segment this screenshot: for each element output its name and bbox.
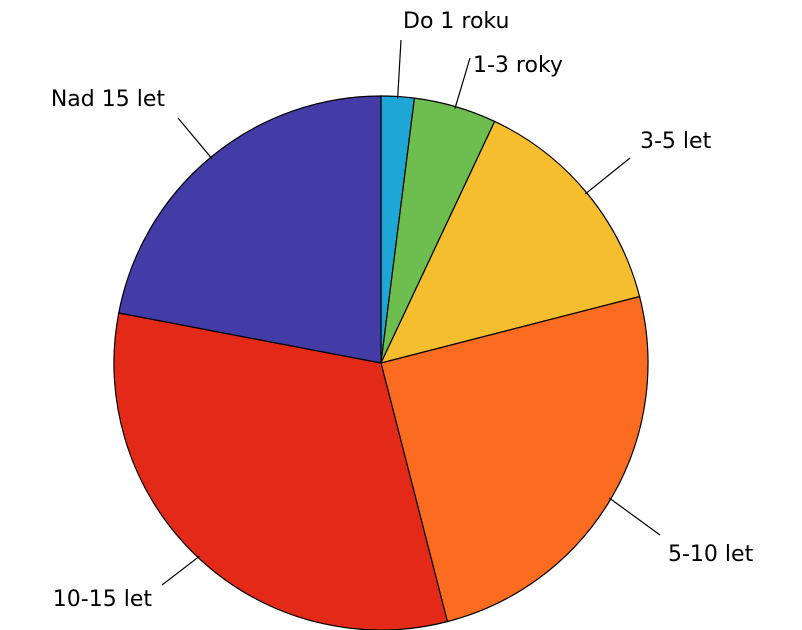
slice-label: Nad 15 let bbox=[51, 87, 166, 112]
slice-label: Do 1 roku bbox=[403, 9, 509, 34]
leader-line bbox=[608, 497, 661, 536]
slice-label: 3-5 let bbox=[640, 129, 712, 154]
slice-label: 5-10 let bbox=[668, 542, 754, 567]
leader-line bbox=[397, 39, 402, 99]
leader-line bbox=[177, 117, 213, 160]
slice-label: 1-3 roky bbox=[473, 53, 563, 78]
leader-line bbox=[584, 157, 631, 195]
leader-line bbox=[161, 555, 200, 586]
leader-line bbox=[454, 57, 471, 109]
slice-label: 10-15 let bbox=[53, 587, 153, 612]
